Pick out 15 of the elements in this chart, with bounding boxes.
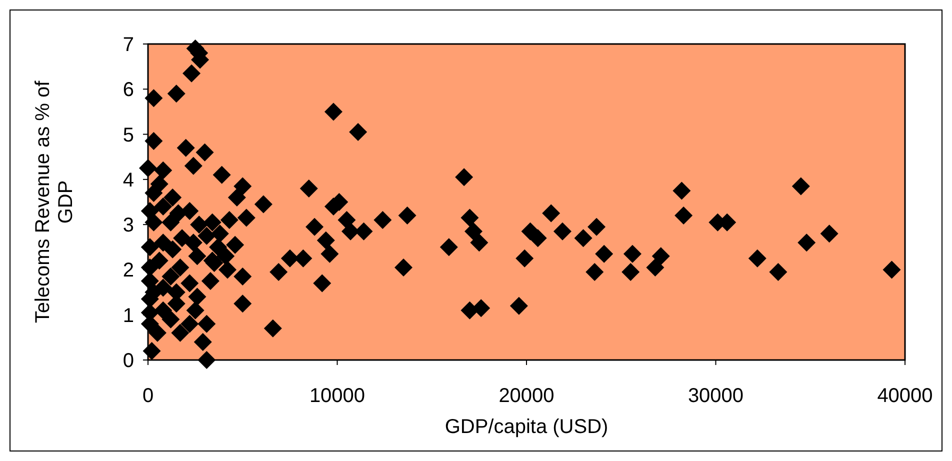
y-tick-label: 5 — [122, 124, 134, 146]
x-tick-label: 10000 — [309, 385, 366, 407]
x-axis-title: GDP/capita (USD) — [444, 416, 608, 438]
y-tick-label: 6 — [122, 79, 134, 102]
y-axis-title: Telecoms Revenue as % of GDP — [32, 80, 77, 324]
x-tick-label: 20000 — [498, 385, 554, 407]
x-tick-label: 30000 — [688, 385, 744, 407]
x-tick-label: 0 — [142, 385, 154, 407]
y-tick-label: 7 — [122, 34, 134, 56]
x-tick-label: 40000 — [877, 385, 933, 407]
y-tick-label: 2 — [122, 260, 134, 282]
y-tick-label: 0 — [122, 350, 134, 372]
y-tick-label: 3 — [122, 214, 134, 237]
y-tick-label: 1 — [122, 304, 134, 327]
y-tick-label: 4 — [122, 169, 134, 192]
